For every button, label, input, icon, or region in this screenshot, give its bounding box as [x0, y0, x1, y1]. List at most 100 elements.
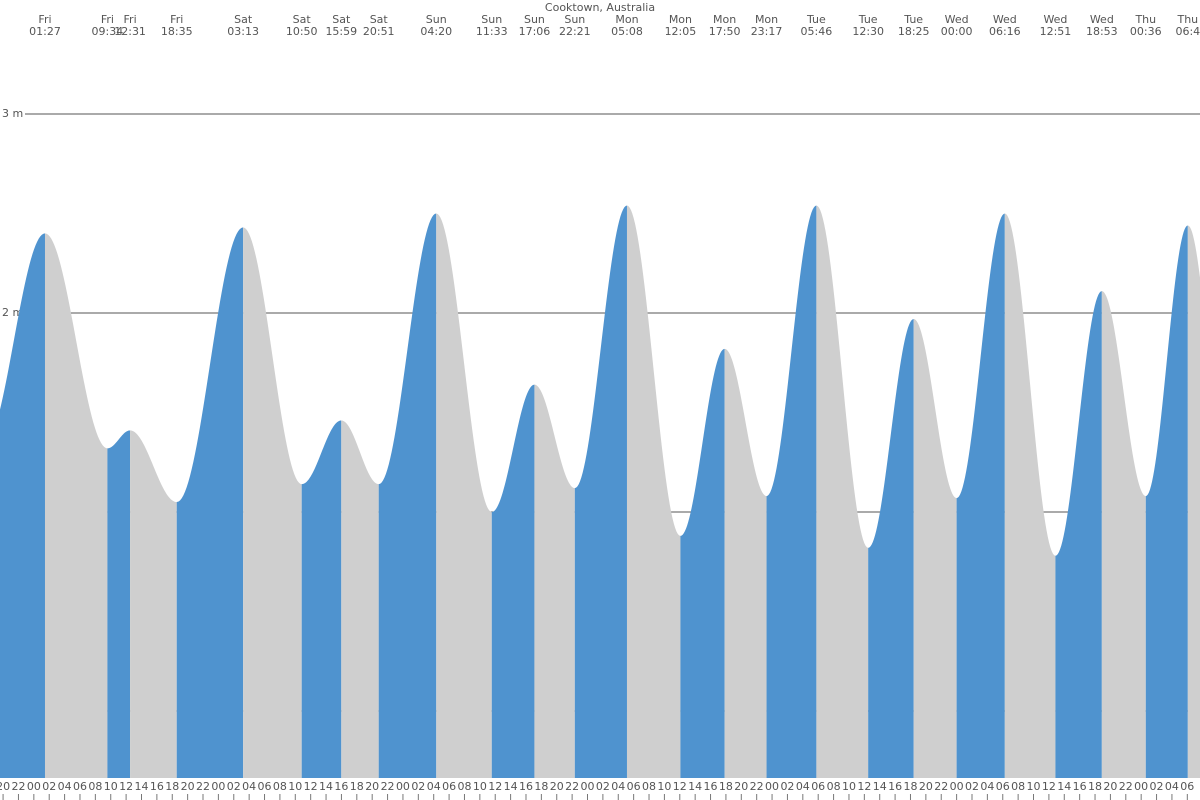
tide-day: Sun	[524, 13, 545, 26]
tide-day: Mon	[669, 13, 692, 26]
tide-day: Wed	[993, 13, 1017, 26]
x-tick-label: 00	[950, 780, 964, 793]
x-tick-label: 14	[504, 780, 518, 793]
y-tick-label: 3 m	[2, 107, 23, 120]
x-tick-label: 18	[1088, 780, 1102, 793]
tide-time: 12:30	[852, 25, 884, 38]
x-tick-label: 16	[888, 780, 902, 793]
falling-tide	[1187, 225, 1200, 778]
x-tick-label: 02	[411, 780, 425, 793]
x-tick-label: 06	[627, 780, 641, 793]
x-tick-label: 08	[273, 780, 287, 793]
x-tick-label: 08	[642, 780, 656, 793]
tide-time: 04:20	[420, 25, 452, 38]
x-tick-label: 12	[304, 780, 318, 793]
chart-title: Cooktown, Australia	[545, 1, 655, 14]
x-tick-label: 00	[765, 780, 779, 793]
tide-time: 12:05	[665, 25, 697, 38]
x-tick-label: 08	[1011, 780, 1025, 793]
y-tick-label: 2 m	[2, 306, 23, 319]
tide-time: 15:59	[325, 25, 357, 38]
x-tick-label: 16	[1073, 780, 1087, 793]
tide-time: 06:4	[1175, 25, 1200, 38]
falling-tide	[816, 205, 869, 779]
x-tick-label: 12	[857, 780, 871, 793]
x-tick-label: 22	[1119, 780, 1133, 793]
falling-tide	[1101, 291, 1146, 778]
tide-time: 01:27	[29, 25, 61, 38]
rising-tide	[107, 430, 131, 778]
tide-day: Thu	[1176, 13, 1198, 26]
x-tick-label: 02	[1150, 780, 1164, 793]
x-tick-label: 02	[227, 780, 241, 793]
x-tick-label: 10	[288, 780, 302, 793]
tide-time: 05:08	[611, 25, 643, 38]
x-tick-label: 22	[750, 780, 764, 793]
tide-time: 18:25	[898, 25, 930, 38]
falling-tide	[243, 227, 302, 778]
x-tick-label: 16	[334, 780, 348, 793]
tide-time: 11:33	[476, 25, 508, 38]
tide-day: Thu	[1134, 13, 1156, 26]
x-tick-label: 18	[165, 780, 179, 793]
tide-day: Fri	[124, 13, 137, 26]
tide-day: Tue	[806, 13, 826, 26]
tide-time: 00:00	[941, 25, 973, 38]
tide-time: 12:51	[1040, 25, 1072, 38]
falling-tide	[130, 430, 177, 778]
tide-day: Tue	[903, 13, 923, 26]
falling-tide	[44, 233, 108, 778]
x-tick-label: 02	[42, 780, 56, 793]
tide-time: 10:50	[286, 25, 318, 38]
x-tick-label: 12	[673, 780, 687, 793]
tide-day: Fri	[170, 13, 183, 26]
x-tick-label: 06	[442, 780, 456, 793]
x-tick-label: 18	[350, 780, 364, 793]
x-tick-label: 22	[565, 780, 579, 793]
x-tick-label: 18	[719, 780, 733, 793]
x-tick-label: 08	[88, 780, 102, 793]
rising-tide	[574, 205, 627, 779]
x-tick-label: 20	[919, 780, 933, 793]
x-tick-label: 02	[596, 780, 610, 793]
tide-day: Sun	[564, 13, 585, 26]
x-tick-label: 12	[1042, 780, 1056, 793]
falling-tide	[534, 384, 575, 778]
x-tick-label: 08	[827, 780, 841, 793]
rising-tide	[766, 205, 817, 779]
falling-tide	[626, 205, 681, 779]
x-tick-label: 22	[381, 780, 395, 793]
x-tick-label: 14	[1057, 780, 1071, 793]
x-tick-label: 22	[934, 780, 948, 793]
tide-time: 23:17	[751, 25, 783, 38]
tide-day: Fri	[38, 13, 51, 26]
x-tick-label: 00	[396, 780, 410, 793]
x-tick-label: 14	[319, 780, 333, 793]
rising-tide	[0, 233, 45, 778]
rising-tide	[378, 213, 437, 778]
tide-day: Sat	[293, 13, 312, 26]
tide-time: 18:35	[161, 25, 193, 38]
x-tick-label: 12	[488, 780, 502, 793]
rising-tide	[956, 213, 1005, 778]
x-tick-label: 22	[196, 780, 210, 793]
tide-day: Sun	[426, 13, 447, 26]
x-tick-label: 10	[842, 780, 856, 793]
tide-time: 00:36	[1130, 25, 1162, 38]
x-tick-label: 02	[965, 780, 979, 793]
x-tick-label: 20	[0, 780, 10, 793]
rising-tide	[301, 420, 342, 778]
x-tick-label: 10	[104, 780, 118, 793]
tide-day: Sat	[332, 13, 351, 26]
x-tick-label: 04	[796, 780, 810, 793]
rising-tide	[176, 227, 244, 778]
rising-tide	[868, 318, 914, 778]
x-tick-label: 14	[688, 780, 702, 793]
tide-time: 17:50	[709, 25, 741, 38]
tide-day: Fri	[101, 13, 114, 26]
rising-tide	[491, 384, 535, 778]
x-tick-label: 00	[27, 780, 41, 793]
x-tick-label: 06	[1180, 780, 1194, 793]
